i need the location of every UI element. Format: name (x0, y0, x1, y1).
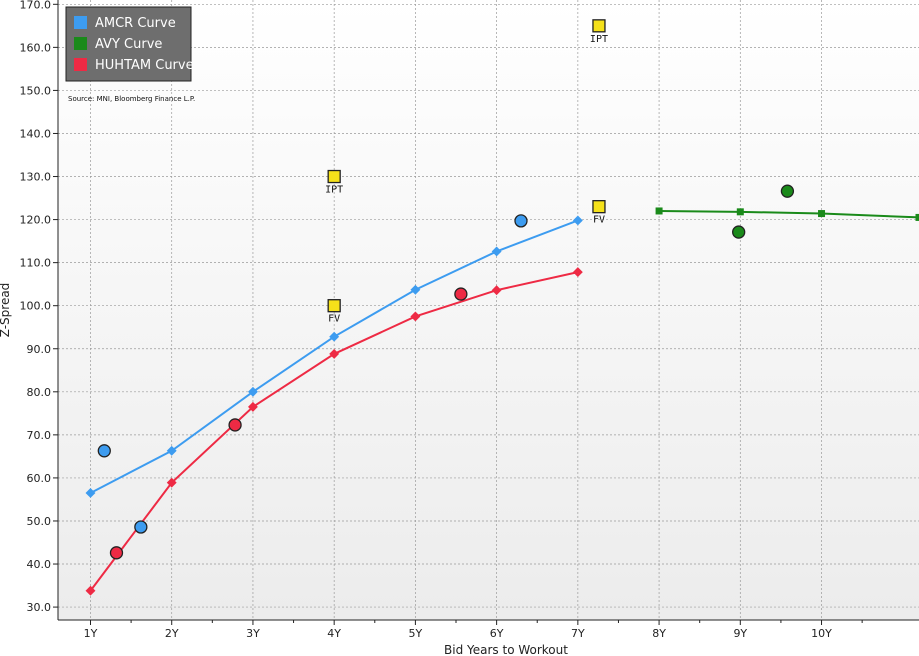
x-tick-label: 5Y (409, 627, 423, 640)
x-tick-label: 6Y (490, 627, 504, 640)
annotation-fv-marker (592, 200, 606, 214)
y-tick-label: 110.0 (20, 257, 52, 270)
plot-background (58, 0, 919, 620)
axis-ticks: 30.0 40.0 50.0 60.0 70.0 80.0 90.0 100.0 110.0 12… (20, 0, 863, 640)
legend-swatch-huhtam-curve (74, 58, 87, 71)
y-tick-label: 100.0 (20, 300, 52, 313)
huhtam-curve-point (247, 401, 258, 412)
y-tick-label: 70.0 (27, 429, 52, 442)
avy-curve-bond-point (780, 184, 795, 198)
amcr-curve-point (247, 386, 258, 397)
annotation-fv-marker (327, 299, 341, 313)
avy-curve-bond-point (732, 225, 746, 239)
avy-curve-point (736, 208, 744, 216)
legend-label-huhtam-curve: HUHTAM Curve (95, 58, 194, 73)
x-tick-label: 3Y (246, 627, 260, 640)
annotation-ipt-label: IPT (325, 185, 343, 196)
avy-curve-point (915, 213, 919, 221)
y-tick-label: 40.0 (27, 558, 52, 571)
y-tick-label: 60.0 (27, 472, 52, 485)
annotation-fv-label: FV (328, 314, 340, 325)
x-tick-label: 10Y (811, 627, 832, 640)
y-tick-label: 120.0 (20, 214, 52, 227)
huhtam-curve-point (166, 477, 177, 488)
amcr-curve-point (572, 215, 583, 226)
huhtam-curve-point (410, 311, 421, 322)
annotation-ipt-marker (327, 169, 341, 184)
x-tick-label: 7Y (571, 627, 585, 640)
annotation-fv-label: FV (593, 215, 605, 226)
x-tick-label: 4Y (327, 627, 341, 640)
amcr-curve-point (491, 246, 502, 257)
x-tick-label: 8Y (652, 627, 666, 640)
y-tick-label: 30.0 (27, 601, 52, 614)
amcr-curve-bond-point (134, 520, 148, 534)
huhtam-curve-point (572, 267, 583, 278)
legend-label-amcr-curve: AMCR Curve (95, 16, 176, 31)
x-tick-label: 9Y (733, 627, 747, 640)
huhtam-curve-point (491, 285, 502, 296)
amcr-curve-point (329, 331, 340, 342)
y-tick-label: 90.0 (27, 343, 52, 356)
y-tick-label: 140.0 (20, 127, 52, 140)
x-tick-label: 2Y (165, 627, 179, 640)
x-axis-title: Bid Years to Workout (444, 643, 568, 656)
huhtam-curve-bond-point (454, 287, 468, 301)
y-tick-label: 160.0 (20, 41, 52, 54)
y-tick-label: 130.0 (20, 171, 52, 184)
legend-swatch-avy-curve (74, 37, 87, 50)
avy-curve-point (818, 210, 826, 218)
annotation-ipt-marker (592, 19, 606, 33)
y-tick-label: 170.0 (20, 0, 52, 11)
amcr-curve-point (410, 284, 421, 295)
legend-label-avy-curve: AVY Curve (95, 37, 162, 52)
source-note: Source: MNI, Bloomberg Finance L.P. (68, 95, 195, 103)
x-tick-label: 1Y (84, 627, 98, 640)
avy-curve-point (655, 207, 663, 215)
y-tick-label: 150.0 (20, 84, 52, 97)
huhtam-curve-point (329, 348, 340, 359)
huhtam-curve-point (85, 585, 96, 596)
y-tick-label: 50.0 (27, 515, 52, 528)
grid (58, 0, 919, 620)
huhtam-curve-bond-point (228, 418, 242, 432)
legend-swatch-amcr-curve (74, 16, 87, 29)
huhtam-curve-bond-point (109, 546, 124, 560)
amcr-curve-bond-point (514, 214, 528, 228)
legend: AMCR Curve AVY Curve HUHTAM Curve (65, 6, 194, 82)
amcr-curve-bond-point (97, 444, 111, 458)
annotations: IPT FV IPT FV (325, 19, 608, 325)
annotation-ipt-label: IPT (590, 34, 608, 45)
series (85, 184, 919, 596)
amcr-curve-point (166, 445, 177, 456)
avy-curve-line (659, 209, 919, 219)
y-tick-label: 80.0 (27, 386, 52, 399)
y-axis-title: Z-Spread (0, 283, 12, 338)
